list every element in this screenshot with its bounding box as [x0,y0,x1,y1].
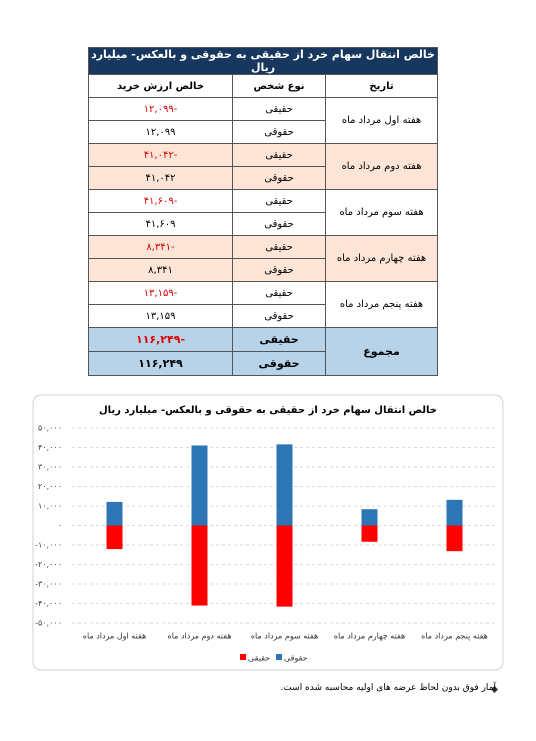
bar [361,509,378,526]
date-cell: هفته سوم مرداد ماه [325,189,439,236]
type-cell: حقیقی [232,235,327,259]
x-tick-label: هفته اول مرداد ماه [83,632,146,641]
value-cell: ۱۱۶,۲۴۹ [87,351,234,376]
table-row: هفته دوم مرداد ماه حقیقی -۴۱,۰۴۲ [87,143,439,190]
y-tick-label: ۴۰,۰۰۰ [38,443,62,452]
y-tick-label: ۰ [58,521,62,530]
table-row: هفته اول مرداد ماه حقیقی -۱۲,۰۹۹ [87,97,439,144]
x-tick-label: هفته پنجم مرداد ماه [421,632,488,641]
table-row: حقوقی ۸,۳۴۱ [87,258,438,282]
legend-swatch [276,654,282,660]
date-cell: هفته اول مرداد ماه [325,97,439,144]
y-tick-label: -۲۰,۰۰۰ [35,560,62,569]
legend-label: حقیقی [248,654,270,663]
value-cell: -۱۱۶,۲۴۹ [87,327,234,352]
table-row: حقوقی ۱۲,۰۹۹ [87,120,438,144]
type-cell: حقوقی [232,351,327,376]
x-tick-label: هفته دوم مرداد ماه [168,632,232,641]
type-cell: حقوقی [232,166,327,190]
table-row: مجموع حقیقی -۱۱۶,۲۴۹ [87,327,439,376]
bar [191,525,208,606]
bar [106,525,123,550]
bar [191,445,208,526]
note: آمار فوق بدون لحاظ عرضه های اولیه محاسبه… [280,683,496,693]
table-row: حقوقی ۱۱۶,۲۴۹ [87,351,438,376]
bar [276,525,293,607]
type-cell: حقوقی [232,212,327,236]
y-tick-label: -۱۰,۰۰۰ [35,541,62,550]
y-tick-label: ۵۰,۰۰۰ [38,424,62,433]
type-cell: حقیقی [232,189,327,213]
table-row: حقوقی ۴۱,۰۴۲ [87,166,438,190]
table-title: خالص انتقال سهام خرد از حقیقی به حقوقی و… [87,47,439,75]
bar [446,499,463,526]
y-tick-label: ۲۰,۰۰۰ [38,482,62,491]
table-row: حقوقی ۴۱,۶۰۹ [87,212,438,236]
legend-label: حقوقی [284,654,308,663]
type-cell: حقیقی [232,281,327,305]
value-cell: -۸,۳۴۱ [87,235,234,259]
date-cell: هفته چهارم مرداد ماه [325,235,439,282]
date-cell: مجموع [325,327,439,376]
chart-frame [32,394,504,671]
type-cell: حقوقی [232,120,327,144]
x-tick-label: هفته چهارم مرداد ماه [334,632,405,641]
bar [106,501,123,526]
chart-title: خالص انتقال سهام خرد از حقیقی به حقوقی و… [99,405,437,416]
y-tick-label: -۵۰,۰۰۰ [35,619,62,628]
y-tick-label: ۳۰,۰۰۰ [38,463,62,472]
bar [276,444,293,526]
legend-swatch [240,654,246,660]
column-header: تاریخ [325,74,439,98]
y-tick-label: ۱۰,۰۰۰ [38,502,62,511]
table-row: هفته چهارم مرداد ماه حقیقی -۸,۳۴۱ [87,235,439,282]
type-cell: حقوقی [232,258,327,282]
date-cell: هفته پنجم مرداد ماه [325,281,439,328]
table-row: هفته پنجم مرداد ماه حقیقی -۱۳,۱۵۹ [87,281,439,328]
y-tick-label: -۳۰,۰۰۰ [35,580,62,589]
header-row: تاریخ نوع شخص خالص ارزش خرید [87,74,439,98]
data-table: خالص انتقال سهام خرد از حقیقی به حقوقی و… [87,47,439,376]
bar [361,525,378,542]
y-tick-label: -۴۰,۰۰۰ [35,599,62,608]
column-header: خالص ارزش خرید [87,74,234,98]
x-tick-label: هفته سوم مرداد ماه [251,632,318,641]
date-cell: هفته دوم مرداد ماه [325,143,439,190]
value-cell: ۸,۳۴۱ [87,258,234,282]
bar [446,525,463,552]
title-row: خالص انتقال سهام خرد از حقیقی به حقوقی و… [87,47,439,75]
type-cell: حقیقی [232,143,327,167]
type-cell: حقیقی [232,327,327,352]
value-cell: ۱۲,۰۹۹ [87,120,234,144]
note-bullet [490,685,499,694]
